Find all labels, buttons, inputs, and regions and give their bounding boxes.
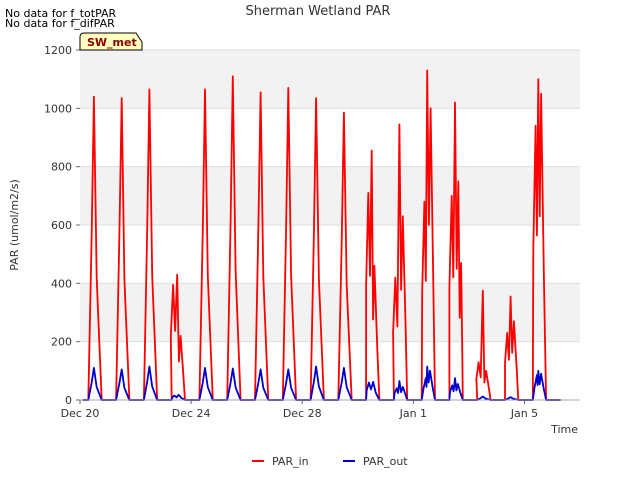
no-data-note-difpar: No data for f_difPAR — [5, 17, 115, 30]
y-tick-label: 800 — [51, 161, 72, 174]
x-tick-label: Jan 5 — [510, 407, 538, 420]
x-tick-label: Dec 24 — [172, 407, 211, 420]
source-badge: SW_met — [79, 32, 143, 51]
source-badge-label: SW_met — [87, 36, 137, 49]
x-tick-label: Jan 1 — [399, 407, 427, 420]
y-tick-label: 0 — [65, 394, 72, 407]
legend: PAR_in PAR_out — [252, 455, 408, 468]
legend-label: PAR_out — [363, 455, 408, 468]
y-axis-ticks: 0 200 400 600 800 1000 1200 — [44, 44, 80, 407]
y-tick-label: 1200 — [44, 44, 72, 57]
x-tick-label: Dec 20 — [61, 407, 100, 420]
y-tick-label: 600 — [51, 219, 72, 232]
y-tick-label: 1000 — [44, 102, 72, 115]
plot-band — [80, 283, 580, 342]
plot-band — [80, 50, 580, 109]
chart-title: Sherman Wetland PAR — [246, 4, 391, 19]
x-tick-label: Dec 28 — [283, 407, 322, 420]
x-axis-ticks: Dec 20 Dec 24 Dec 28 Jan 1 Jan 5 — [61, 399, 580, 420]
legend-label: PAR_in — [272, 455, 309, 468]
y-axis-label: PAR (umol/m2/s) — [8, 179, 21, 271]
plot-band — [80, 166, 580, 225]
y-tick-label: 400 — [51, 277, 72, 290]
series-line-par-in — [82, 69, 561, 401]
x-axis-label: Time — [550, 423, 578, 436]
no-data-note-totpar: No data for f_totPAR — [5, 7, 117, 20]
y-tick-label: 200 — [51, 336, 72, 349]
